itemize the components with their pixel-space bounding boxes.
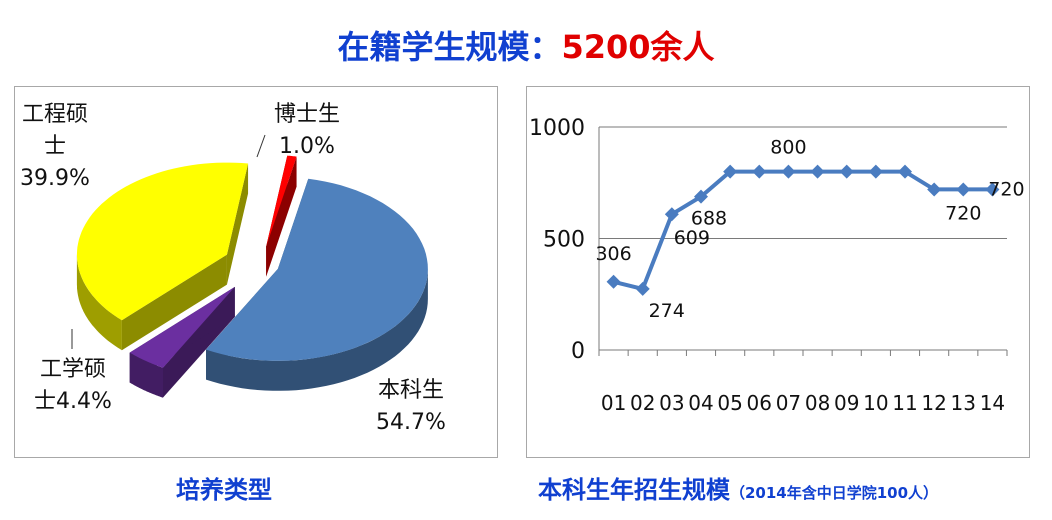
pie-slice-wall [121,254,227,351]
pie-chart-panel: 本科生 54.7% 工学硕士4.4% 工程硕士 39.9% 博士生 1.0% [14,86,498,458]
line-caption-note: （2014年含中日学院100人） [730,484,939,502]
data-point [723,164,738,179]
x-tick-label: 04 [688,391,713,415]
x-tick-label: 08 [805,391,830,415]
x-tick-label: 02 [630,391,655,415]
pie-slice-wall [266,156,297,277]
y-tick-label: 1000 [529,116,585,141]
data-point [606,274,621,289]
pie-slice-wall [226,163,249,285]
data-point [694,189,708,204]
x-tick-label: 13 [951,391,976,415]
pie-slice-label: 工程硕士 39.9% [20,102,90,191]
pie-slice-top [129,286,235,368]
data-point [956,182,971,197]
data-label: 306 [595,243,631,265]
pie-slice [129,286,235,398]
x-tick-label: 14 [980,391,1005,415]
x-tick-label: 07 [776,391,801,415]
series-line [613,169,993,292]
pie-slice-top [266,155,297,247]
data-point [781,164,796,179]
leader-line [256,134,266,158]
pie-caption: 培养类型 [176,476,272,504]
y-tick-label: 0 [571,339,585,364]
data-label: 720 [945,202,981,224]
x-tick-label: 10 [863,391,888,415]
data-label: 688 [691,208,727,230]
x-tick-label: 01 [601,391,626,415]
line-caption-main: 本科生年招生规模 [538,476,730,504]
pie-slice-label: 工学硕士4.4% [34,357,112,414]
data-point [635,281,650,296]
pie-slice [206,178,428,391]
x-tick-label: 09 [834,391,859,415]
pie-slice-top [76,162,249,321]
title-highlight: 5200余人 [561,28,715,66]
x-tick-label: 03 [659,391,684,415]
pie-slice-label: 博士生 1.0% [274,102,340,159]
data-label: 609 [674,227,710,249]
data-point [810,164,825,179]
x-tick-label: 05 [717,391,742,415]
title-main: 在籍学生规模： [337,28,562,66]
y-tick-label: 500 [543,228,585,253]
line-chart: 0 500 1000 01 02 03 04 05 06 07 08 09 10 11 12 13 14 306 2… [529,116,1025,415]
line-chart-panel: 0 500 1000 01 02 03 04 05 06 07 08 09 10 11 12 13 14 306 2… [526,86,1030,458]
data-point [664,207,679,222]
data-point [752,164,767,179]
pie-chart: 本科生 54.7% 工学硕士4.4% 工程硕士 39.9% 博士生 1.0% [20,102,446,435]
x-tick-label: 06 [747,391,772,415]
page-title: 在籍学生规模：5200余人 [0,22,1052,68]
data-label: 274 [649,300,685,322]
data-point [839,164,854,179]
pie-slice-label: 本科生 54.7% [376,378,446,435]
data-label: 800 [770,137,806,159]
pie-slice-top [206,178,428,361]
line-caption: 本科生年招生规模（2014年含中日学院100人） [538,470,938,505]
pie-slice-side [206,268,428,391]
data-point [898,164,912,179]
data-point [927,182,942,197]
x-tick-label: 11 [892,391,917,415]
x-tick-label: 12 [921,391,946,415]
pie-slice-side [76,254,122,351]
pie-slice [76,162,249,351]
pie-slice [266,155,297,277]
pie-slice-side [129,352,163,398]
data-point [985,182,1000,197]
data-point [868,164,883,179]
data-label: 720 [988,178,1024,200]
